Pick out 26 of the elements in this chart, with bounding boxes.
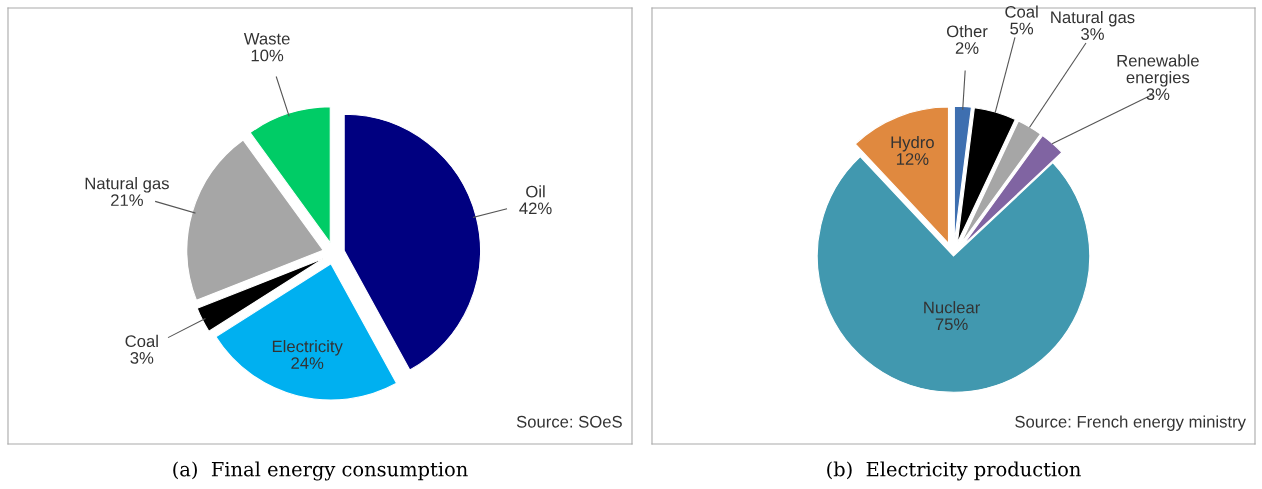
slice-label: Nuclear — [924, 301, 981, 314]
slice-label: Coal — [125, 334, 158, 348]
source-note: Source: SOeS — [516, 415, 622, 428]
slice-label: Coal — [1005, 5, 1038, 18]
slice-label: Electricity — [272, 340, 343, 356]
slice-label: Renewable energies — [1117, 54, 1199, 87]
data-label: 12% — [896, 153, 929, 165]
data-label: 10% — [251, 49, 284, 62]
slice-label: Natural gas — [1051, 10, 1135, 27]
data-label: 2% — [955, 42, 979, 54]
data-label: 75% — [935, 318, 968, 331]
text: (a) Final energy consumption — [173, 461, 468, 481]
data-label: 42% — [519, 202, 552, 215]
slice-label: Other — [946, 24, 988, 38]
slice-label: Waste — [243, 32, 290, 45]
data-label: 24% — [291, 357, 324, 369]
slice-label: Natural gas — [85, 177, 169, 193]
data-label: 21% — [111, 194, 143, 206]
data-label: 5% — [1010, 22, 1034, 35]
text: (b) Electricity production — [827, 461, 1081, 481]
slice-label: Hydro — [891, 135, 934, 152]
data-label: 3% — [1146, 88, 1170, 101]
data-label: 3% — [130, 352, 154, 364]
source-note: Source: French energy ministry — [1015, 415, 1246, 431]
data-label: 3% — [1081, 28, 1104, 40]
slice-label: Oil — [526, 185, 545, 198]
